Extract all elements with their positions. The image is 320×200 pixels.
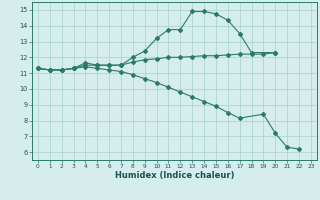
X-axis label: Humidex (Indice chaleur): Humidex (Indice chaleur) [115,171,234,180]
